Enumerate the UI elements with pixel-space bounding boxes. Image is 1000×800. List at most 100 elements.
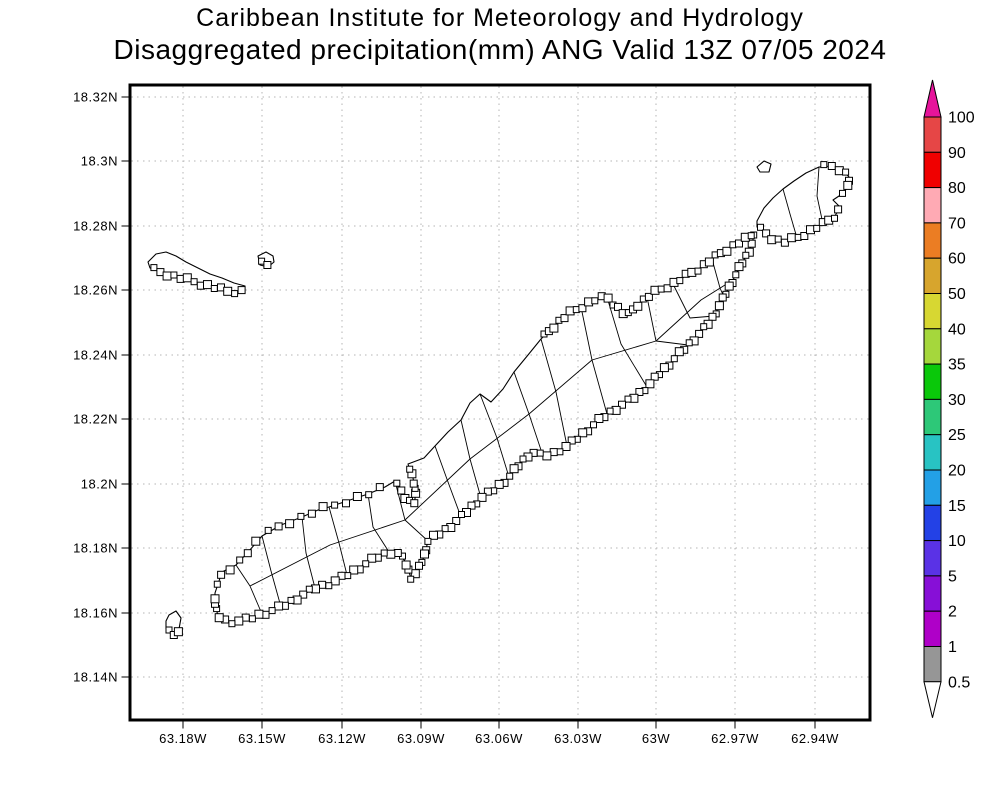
- y-tick-label: 18.16N: [73, 606, 118, 621]
- district-boundary: [328, 506, 348, 576]
- coastline-scrub-island: [756, 165, 850, 243]
- coastal-cell-square: [735, 239, 743, 248]
- colorbar-tick-label: 5: [948, 568, 957, 585]
- coastal-cell-square: [458, 511, 465, 518]
- coastal-cell-square: [367, 553, 377, 563]
- district-boundary: [434, 445, 462, 518]
- coastline-anguilla-main: [214, 232, 756, 623]
- coastal-cell-square: [441, 525, 449, 533]
- y-tick-label: 18.2N: [81, 477, 118, 492]
- coastal-cell-square: [767, 235, 777, 245]
- coastal-cell-square: [393, 549, 402, 557]
- coastal-cell-square: [831, 214, 838, 222]
- coastal-cell-square: [225, 565, 235, 575]
- colorbar-segment: [923, 646, 942, 683]
- coastal-cell-square: [231, 290, 239, 298]
- coastal-cell-square: [337, 571, 346, 580]
- coastal-grid-cells: [150, 161, 853, 639]
- axis-ticks: [121, 96, 816, 729]
- coastal-cell-square: [549, 323, 559, 333]
- colorbar-segment: [923, 116, 942, 153]
- coastal-cell-square: [614, 302, 622, 311]
- coastal-cell-square: [774, 235, 782, 243]
- district-boundary: [460, 419, 482, 499]
- coastal-cell-square: [243, 549, 252, 558]
- colorbar-tick-label: 50: [948, 286, 966, 303]
- coastal-cell-square: [732, 271, 740, 279]
- coastal-cell-square: [780, 238, 789, 247]
- coastal-cell-square: [386, 549, 396, 559]
- coastal-cell-square: [410, 499, 419, 508]
- coastal-cell-square: [734, 262, 744, 272]
- colorbar-segment: [923, 540, 942, 577]
- coastal-cell-square: [344, 572, 352, 580]
- colorbar-segment: [923, 504, 942, 542]
- coastal-cell-square: [248, 615, 256, 623]
- colorbar-segment: [923, 222, 942, 259]
- x-tick-label: 62.97W: [711, 731, 759, 746]
- coastal-cell-square: [685, 339, 693, 347]
- coastal-cell-square: [452, 517, 461, 525]
- colorbar-segment: [923, 151, 942, 189]
- district-boundary: [479, 393, 510, 478]
- colorbar-tick-label: 70: [948, 215, 966, 232]
- district-boundary: [782, 188, 798, 239]
- coastal-cell-square: [700, 323, 708, 331]
- coastal-cell-square: [325, 582, 333, 590]
- coastal-cell-square: [203, 280, 212, 290]
- coastal-cell-square: [330, 576, 340, 586]
- coastal-cell-square: [509, 464, 519, 474]
- coastal-cell-square: [268, 607, 276, 615]
- coastal-cell-square: [407, 575, 415, 583]
- district-boundary: [235, 564, 263, 615]
- coastal-cell-square: [561, 442, 571, 451]
- coastal-cell-square: [519, 455, 527, 463]
- coastal-cell-square: [365, 491, 373, 499]
- colorbar-tick-label: 0.5: [948, 674, 970, 691]
- colorbar-tick-label: 100: [948, 110, 975, 127]
- coastal-cell-square: [742, 251, 750, 259]
- district-boundary: [580, 306, 608, 415]
- coastal-cell-square: [401, 560, 411, 570]
- coastal-cell-square: [331, 501, 339, 509]
- coastal-cell-square: [170, 271, 178, 279]
- colorbar-tick-label: 2: [948, 604, 957, 621]
- coastal-cell-square: [162, 271, 172, 281]
- coastal-cell-square: [670, 355, 678, 363]
- coastal-cell-square: [415, 561, 423, 570]
- coastal-cell-square: [644, 292, 653, 301]
- colorbar-tick-label: 80: [948, 180, 966, 197]
- y-tick-label: 18.24N: [73, 348, 118, 363]
- coastal-cell-square: [506, 472, 514, 480]
- coastal-cell-square: [305, 585, 313, 593]
- y-tick-label: 18.32N: [73, 90, 118, 105]
- coastal-cell-square: [695, 329, 704, 338]
- coastal-cell-square: [397, 486, 406, 495]
- x-tick-label: 63.18W: [159, 731, 207, 746]
- coastal-cell-square: [645, 379, 655, 389]
- coastal-cell-square: [578, 304, 587, 313]
- figure-title-line1: Caribbean Institute for Meteorology and …: [196, 4, 804, 32]
- coastal-cell-square: [223, 286, 233, 296]
- coastal-cell-square: [834, 205, 843, 214]
- map-frame: [128, 83, 872, 722]
- district-boundaries: [235, 166, 824, 615]
- coastal-cell-square: [234, 616, 244, 626]
- coastal-cell-square: [594, 414, 604, 423]
- colorbar-segment: [923, 469, 942, 506]
- coastal-cell-square: [190, 278, 198, 286]
- colorbar-tick-label: 60: [948, 251, 966, 268]
- y-tick-label: 18.28N: [73, 219, 118, 234]
- figure-title-line2: Disaggregated precipitation(mm) ANG Vali…: [113, 34, 887, 65]
- colorbar-segment: [923, 610, 942, 648]
- colorbar-over-arrow: [923, 79, 942, 118]
- x-tick-label: 63.12W: [318, 731, 366, 746]
- coastal-cell-square: [297, 512, 305, 520]
- coastal-cell-square: [285, 519, 295, 529]
- coastal-cell-square: [237, 286, 246, 295]
- coastal-cell-square: [757, 223, 764, 231]
- coastal-cell-square: [349, 565, 359, 575]
- coastal-cell-square: [747, 232, 755, 240]
- coastal-cell-square: [714, 301, 724, 311]
- colorbar-tick-label: 25: [948, 427, 966, 444]
